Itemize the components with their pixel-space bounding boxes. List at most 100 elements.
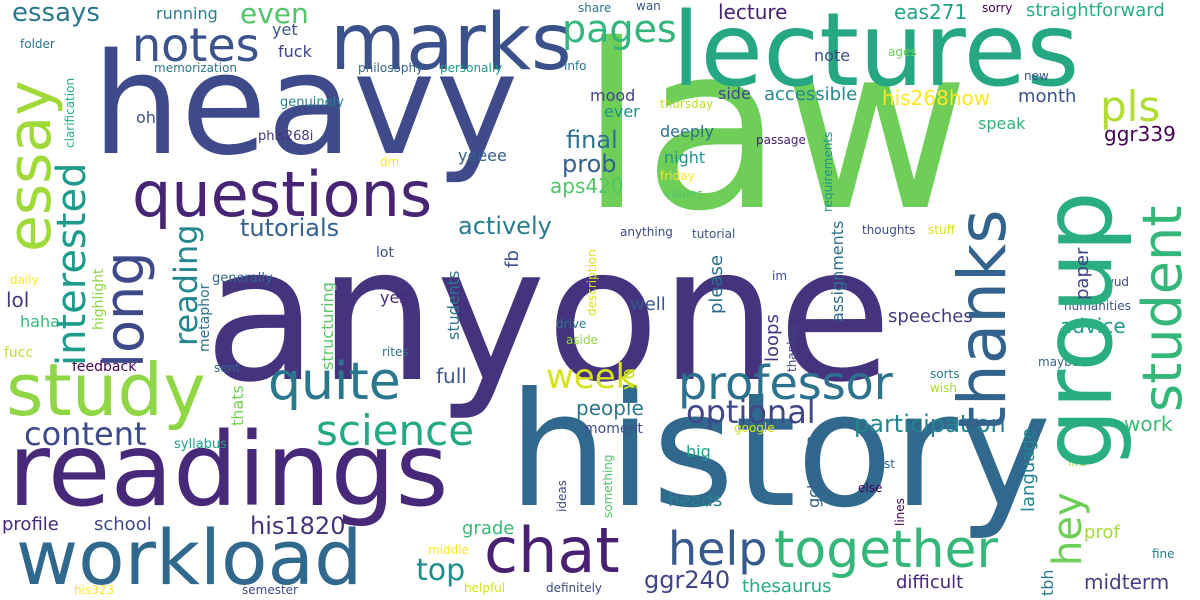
word-thursday: thursday <box>660 97 714 111</box>
word-life: life <box>1068 455 1087 469</box>
word-science: science <box>316 406 475 455</box>
word-friday: friday <box>660 169 695 183</box>
word-fb: fb <box>502 250 523 268</box>
word-midterm: midterm <box>1084 570 1170 594</box>
word-workload: workload <box>16 513 363 600</box>
word-prof: prof <box>1084 522 1120 543</box>
word-ages: ages <box>888 45 917 59</box>
word-humanities: humanities <box>1064 299 1131 313</box>
word-metaphor: metaphor <box>197 283 213 352</box>
word-full: full <box>436 364 467 388</box>
word-accessible: accessible <box>764 84 858 105</box>
word-yet: yet <box>272 20 298 39</box>
word-fuck: fuck <box>278 42 312 61</box>
word-straightforward: straightforward <box>1026 0 1165 21</box>
word-drive: drive <box>556 317 587 331</box>
word-thankss: thankss <box>785 325 799 372</box>
word-thats: thats <box>228 385 247 426</box>
word-note: note <box>814 46 851 65</box>
word-content: content <box>24 415 147 453</box>
word-yeeee: yeeee <box>458 146 507 165</box>
word-pls: pls <box>1100 82 1161 131</box>
word-grade: grade <box>462 518 515 539</box>
word-philosophy: philosophy <box>358 61 424 75</box>
word-daily: daily <box>10 273 39 287</box>
word-else: else <box>858 481 883 495</box>
word-readings: readings <box>8 411 449 530</box>
word-google: google <box>734 421 775 435</box>
word-oh: oh <box>136 108 156 127</box>
word-sorts: sorts <box>930 367 960 381</box>
word-stuff: stuff <box>928 223 955 237</box>
word-moment: moment <box>584 421 643 437</box>
word-syllabus: syllabus <box>174 437 227 452</box>
word-eas271: eas271 <box>894 0 968 24</box>
word-heavy: heavy <box>92 24 519 187</box>
word-school: school <box>94 514 152 535</box>
word-well: well <box>630 294 666 315</box>
word-ideas: ideas <box>555 480 569 512</box>
word-prob: prob <box>562 150 617 178</box>
word-language: language <box>1018 428 1039 512</box>
word-new: new <box>1024 69 1049 83</box>
word-his1820: his1820 <box>250 512 346 540</box>
word-lol: lol <box>6 288 30 312</box>
word-paper: paper <box>1072 247 1093 300</box>
word-values: values <box>664 187 704 201</box>
word-lines: lines <box>893 498 907 526</box>
word-participation: participation <box>854 410 1006 438</box>
word-heads: heads <box>668 490 723 511</box>
word-hey: hey <box>1045 492 1091 566</box>
word-haha: haha <box>20 312 60 331</box>
word-law: law <box>580 0 970 261</box>
word-dm: dm <box>380 155 400 169</box>
word-im: im <box>772 269 788 283</box>
word-essays: essays <box>12 0 100 28</box>
word-yo: yo <box>618 368 639 390</box>
word-generally: generally <box>212 271 273 286</box>
word-memorization: memorization <box>154 61 238 75</box>
word-top: top <box>416 553 466 588</box>
word-people: people <box>576 396 644 420</box>
word-anything: anything <box>620 225 673 239</box>
word-feedback: feedback <box>72 359 137 375</box>
word-folder: folder <box>20 37 55 51</box>
word-genuinely: genuinely <box>280 95 344 110</box>
word-lecture: lecture <box>718 0 788 24</box>
word-highlight: highlight <box>91 268 107 330</box>
word-maybe: maybe <box>1038 355 1080 369</box>
word-questions: questions <box>132 158 433 231</box>
word-side: side <box>718 84 751 103</box>
word-definitely: definitely <box>546 581 603 595</box>
word-final: final <box>566 126 618 154</box>
word-mood: mood <box>590 86 636 105</box>
word-loops: loops <box>762 314 783 362</box>
word-ggr240: ggr240 <box>644 566 731 594</box>
word-aps420: aps420 <box>550 174 624 198</box>
word-tbh: tbh <box>1038 569 1057 596</box>
word-notes: notes <box>132 18 260 72</box>
word-please: please <box>706 255 727 314</box>
word-students: students <box>444 270 463 341</box>
word-thoughts: thoughts <box>862 223 916 237</box>
word-ever: ever <box>604 102 640 121</box>
word-night: night <box>664 148 706 167</box>
word-his323: his323 <box>74 583 115 597</box>
word-phis268i: phis268i <box>258 129 314 144</box>
word-month: month <box>1018 86 1077 107</box>
word-chat: chat <box>484 514 620 587</box>
word-tutorial: tutorial <box>692 227 736 241</box>
word-lectures: lectures <box>672 0 1080 110</box>
word-pages: pages <box>562 7 677 51</box>
word-something: something <box>601 454 615 518</box>
word-optional: optional <box>686 393 816 431</box>
word-speeches: speeches <box>888 306 973 327</box>
word-description: description <box>585 249 599 316</box>
word-sorry: sorry <box>982 1 1013 15</box>
word-rites: rites <box>382 345 409 359</box>
word-work: work <box>1124 412 1173 436</box>
word-professor: professor <box>678 356 893 410</box>
word-marks: marks <box>330 0 572 88</box>
word-middle: middle <box>428 543 469 557</box>
